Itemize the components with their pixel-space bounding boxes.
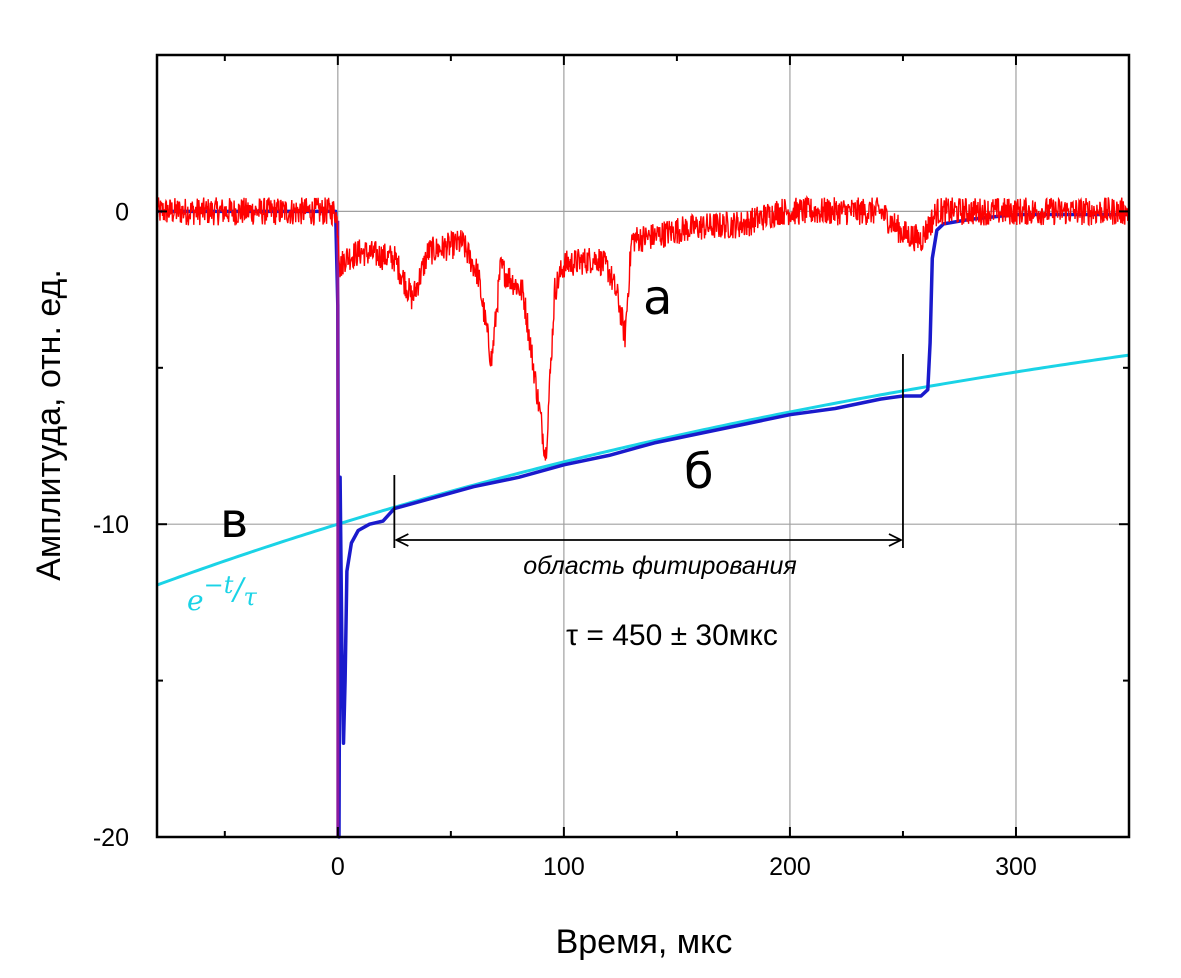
fit-region-arrowhead-left <box>394 533 409 547</box>
y-tick-label: -10 <box>93 511 129 539</box>
fit-formula: e−t/τ <box>187 571 257 617</box>
tick-labels: 0 100 200 300 -20 -10 0 <box>93 198 1037 881</box>
label-v: в <box>220 493 248 549</box>
plot-border <box>155 53 1131 839</box>
fit-region-arrowhead-right <box>888 533 903 547</box>
x-tick-label: 300 <box>995 853 1037 881</box>
annotations: а б в область фитирования τ = 450 ± 30мк… <box>187 270 904 652</box>
y-tick-label: -20 <box>93 824 129 852</box>
formula-exponent: −t <box>204 571 234 599</box>
axis-ticks <box>157 54 1130 838</box>
fit-region-label: область фитирования <box>523 552 797 580</box>
x-tick-label: 100 <box>543 853 585 881</box>
y-axis-title: Амплитуда, отн. ед. <box>30 269 68 581</box>
y-tick-label: 0 <box>115 198 129 226</box>
x-axis-title: Время, мкс <box>556 923 733 961</box>
formula-slash: / <box>230 572 246 607</box>
tau-text: τ = 450 ± 30мкс <box>566 619 778 652</box>
x-tick-label: 200 <box>769 853 811 881</box>
formula-denominator: τ <box>243 583 257 611</box>
series-v-line <box>156 353 1130 587</box>
label-a: а <box>643 270 672 326</box>
fit-region-bracket <box>393 354 904 548</box>
series-b-line <box>157 209 1129 839</box>
plot-frame <box>155 53 1131 839</box>
formula-base: e <box>187 584 204 617</box>
x-tick-label: 0 <box>331 853 345 881</box>
series-a-line <box>156 195 1130 461</box>
series-layer <box>156 195 1130 839</box>
label-b: б <box>684 444 714 500</box>
